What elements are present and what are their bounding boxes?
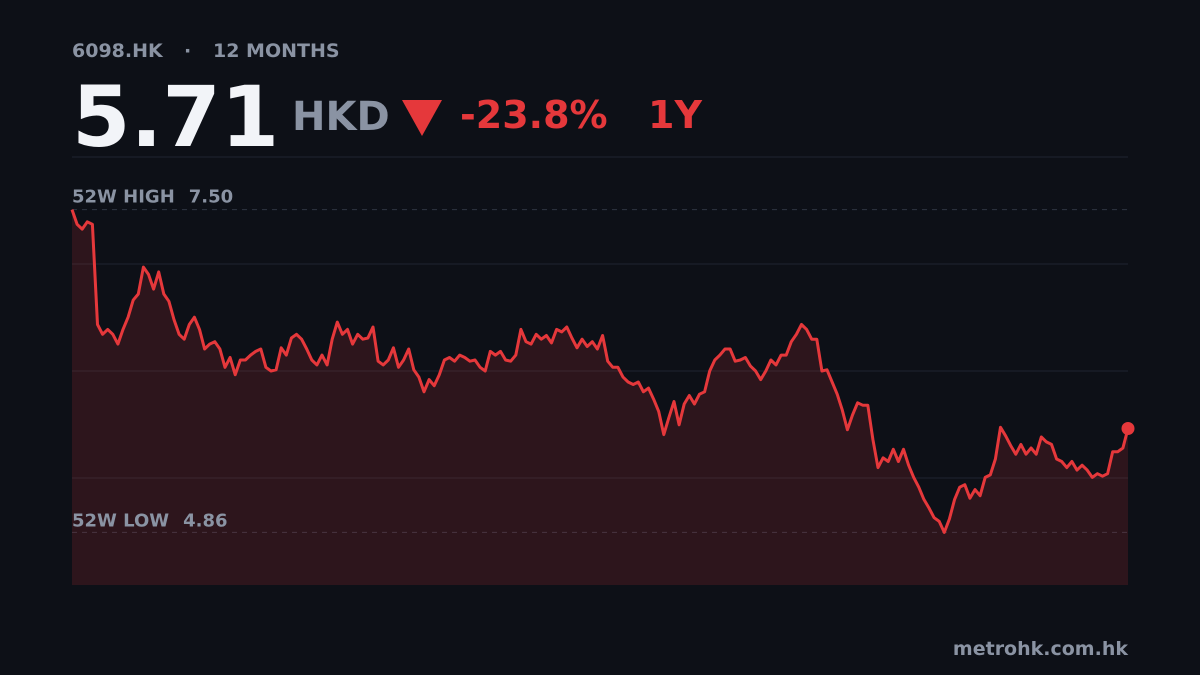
- ticker: 6098.HK: [72, 40, 164, 62]
- price-line: [70, 209, 1130, 534]
- low-label: 52W LOW: [72, 510, 169, 531]
- source: metrohk.com.hk: [953, 638, 1128, 660]
- range: 1Y: [648, 93, 702, 137]
- area: [72, 209, 1128, 585]
- period: 12 MONTHS: [213, 40, 340, 62]
- high-value: 7.50: [189, 187, 233, 208]
- plot-area: 52W HIGH 7.50 52W LOW 4.86: [70, 187, 1135, 585]
- change: -23.8%: [460, 93, 608, 137]
- price: 5.71: [72, 68, 279, 166]
- low-value: 4.86: [183, 510, 227, 531]
- down-arrow: [402, 100, 442, 136]
- currency: HKD: [292, 94, 390, 140]
- separator: ·: [184, 40, 191, 62]
- high-label: 52W HIGH: [72, 187, 175, 208]
- last-point: [1121, 421, 1135, 435]
